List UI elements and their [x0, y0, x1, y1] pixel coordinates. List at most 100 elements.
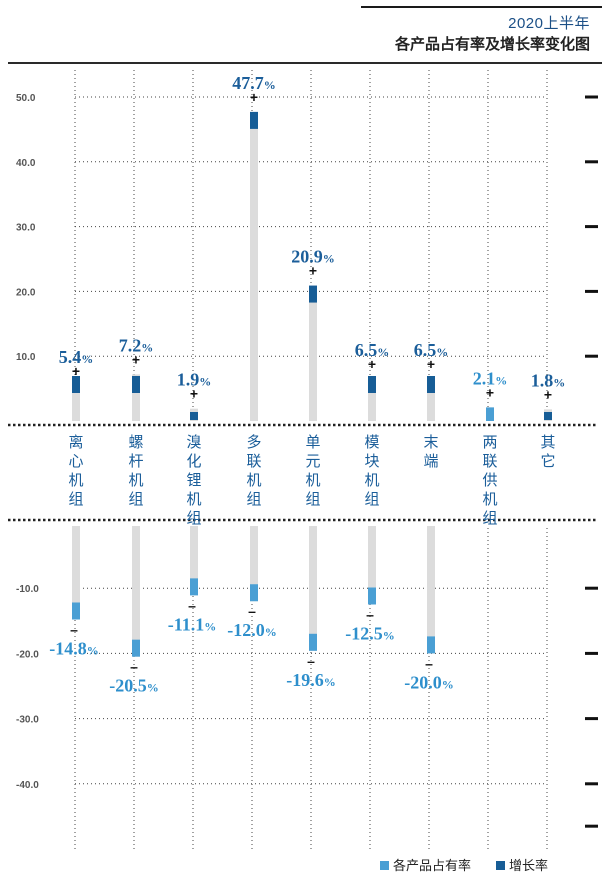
lower-sign-marker: –: [366, 607, 374, 623]
legend-growth-swatch: [496, 861, 505, 870]
lower-bar-background: [250, 526, 258, 602]
lower-bar-segment: [309, 633, 317, 651]
upper-sign-marker: +: [250, 89, 258, 105]
upper-bar-segment: [486, 407, 494, 421]
upper-data-label: 6.5%: [414, 340, 449, 360]
legend-share-label: 各产品占有率: [393, 859, 472, 874]
upper-bar-background: [309, 285, 317, 421]
legend-share-swatch: [380, 861, 389, 870]
lower-sign-marker: –: [425, 655, 433, 671]
lower-sign-marker: –: [130, 659, 138, 675]
upper-data-label: 47.7%: [232, 73, 276, 93]
right-axis-mark: [585, 354, 598, 358]
lower-y-tick-label: -30.0: [16, 715, 39, 726]
category-label: 其它: [540, 433, 556, 470]
lower-bar-segment: [190, 578, 198, 596]
category-label: 溴化锂机组: [186, 433, 202, 527]
upper-y-tick-label: 50.0: [16, 93, 36, 104]
right-axis-mark: [585, 717, 598, 721]
upper-sign-marker: +: [368, 356, 376, 372]
header-top-line: [361, 6, 602, 8]
lower-y-tick-label: -20.0: [16, 649, 39, 660]
lower-data-label: -20.5%: [109, 676, 159, 696]
upper-data-label: 2.1%: [473, 368, 508, 388]
lower-y-tick-label: -40.0: [16, 780, 39, 791]
lower-bar-background: [132, 526, 140, 657]
upper-sign-marker: +: [486, 384, 494, 400]
lower-bar-background: [427, 526, 435, 654]
upper-sign-marker: +: [132, 351, 140, 367]
upper-y-tick-label: 20.0: [16, 287, 36, 298]
upper-y-tick-label: 10.0: [16, 352, 36, 363]
right-axis-mark: [585, 160, 598, 164]
right-axis-mark: [585, 95, 598, 99]
upper-bar-segment: [309, 285, 317, 303]
lower-data-label: -12.0%: [227, 620, 277, 640]
upper-bar-segment: [427, 376, 435, 393]
upper-data-label: 1.9%: [177, 370, 212, 390]
lower-bar-background: [72, 526, 80, 620]
upper-bar-segment: [368, 376, 376, 393]
category-label: 两联供机组: [482, 433, 498, 527]
upper-y-tick-label: 30.0: [16, 223, 36, 234]
upper-bar-segment: [250, 111, 258, 129]
chart-title: 各产品占有率及增长率变化图: [394, 35, 590, 53]
lower-data-label: -11.1%: [168, 614, 217, 634]
right-axis-mark: [585, 824, 598, 828]
right-axis-mark: [585, 225, 598, 229]
lower-bar-segment: [72, 602, 80, 620]
upper-y-tick-label: 40.0: [16, 158, 36, 169]
lower-bar-segment: [250, 584, 258, 602]
lower-bar-background: [368, 526, 376, 605]
right-axis-mark: [585, 586, 598, 590]
upper-bar-background: [250, 111, 258, 422]
legend-growth-label: 增长率: [509, 859, 549, 874]
upper-sign-marker: +: [544, 386, 552, 402]
upper-sign-marker: +: [190, 386, 198, 402]
lower-sign-marker: –: [70, 621, 78, 637]
category-label: 模块机组: [364, 433, 380, 508]
upper-sign-marker: +: [309, 263, 317, 279]
lower-data-label: -12.5%: [345, 624, 395, 644]
right-axis-mark: [585, 651, 598, 655]
upper-bar-background: [427, 378, 435, 421]
upper-bar-background: [72, 386, 80, 421]
upper-bar-background: [368, 378, 376, 421]
category-label: 单元机组: [305, 433, 321, 508]
lower-sign-marker: –: [307, 653, 315, 669]
lower-bar-segment: [132, 639, 140, 657]
right-axis-mark: [585, 289, 598, 293]
lower-data-label: -19.6%: [286, 670, 336, 690]
upper-data-label: 20.9%: [291, 247, 335, 267]
lower-y-tick-label: -10.0: [16, 584, 39, 595]
upper-bar-segment: [190, 412, 198, 420]
lower-data-label: -20.0%: [404, 672, 454, 692]
legend-share: 各产品占有率: [380, 855, 471, 874]
lower-sign-marker: –: [188, 597, 196, 613]
lower-bar-segment: [427, 636, 435, 654]
category-label: 末端: [423, 433, 439, 470]
lower-sign-marker: –: [248, 603, 256, 619]
legend-growth: 增长率: [496, 855, 548, 874]
chart-subtitle: 2020上半年: [508, 15, 590, 32]
lower-bar-segment: [368, 587, 376, 605]
upper-bar-background: [132, 374, 140, 421]
upper-data-label: 1.8%: [531, 370, 566, 390]
lower-bar-background: [190, 526, 198, 596]
upper-data-label: 7.2%: [119, 335, 154, 355]
upper-bar-segment: [544, 412, 552, 420]
upper-sign-marker: +: [427, 356, 435, 372]
category-label: 离心机组: [68, 433, 84, 508]
upper-data-label: 6.5%: [355, 340, 390, 360]
upper-data-label: 5.4%: [59, 347, 94, 367]
right-axis-mark: [585, 782, 598, 786]
category-label: 多联机组: [246, 433, 262, 508]
lower-data-label: -14.8%: [49, 638, 99, 658]
upper-sign-marker: +: [72, 363, 80, 379]
upper-bar-segment: [132, 376, 140, 393]
lower-bar-background: [309, 526, 317, 651]
category-label: 螺杆机组: [128, 433, 144, 508]
header-rule: [8, 62, 602, 64]
upper-bar-segment: [72, 376, 80, 393]
